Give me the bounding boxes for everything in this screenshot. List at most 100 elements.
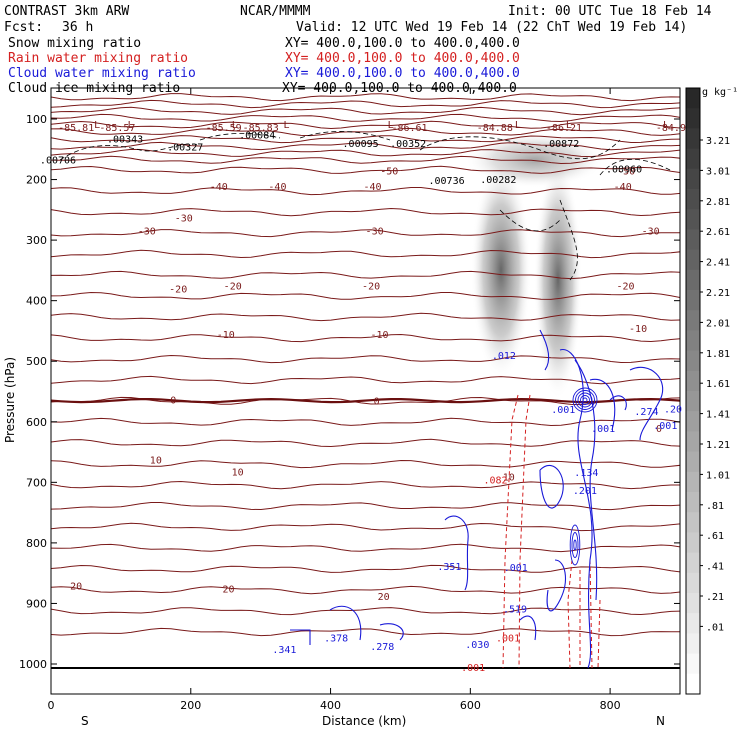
ice-contours [59, 131, 671, 281]
cloud-water-contour [609, 395, 627, 411]
cloud-water-ring [577, 392, 593, 408]
colorbar-band [686, 673, 700, 695]
maximum-label: .20 [664, 404, 682, 415]
colorbar-band [686, 451, 700, 473]
temp-contour-line [51, 585, 680, 595]
x-axis-label: Distance (km) [322, 714, 406, 728]
y-tick-label: 800 [26, 537, 47, 550]
field-xy-cloudwater: XY= 400.0,100.0 to 400.0,400.0 [285, 66, 520, 81]
colorbar-band [686, 249, 700, 271]
temp-contour-line [51, 522, 680, 532]
colorbar-band [686, 471, 700, 493]
cloud-water-contour [589, 378, 616, 431]
temperature-label: 20 [70, 581, 82, 592]
ice-contour [199, 132, 281, 141]
temp-contour-line [51, 438, 680, 448]
maximum-label: .274 [634, 407, 658, 418]
rain-contours [502, 394, 601, 669]
org-title: NCAR/MMMM [240, 4, 311, 19]
x-tick-label: 800 [600, 699, 621, 712]
temperature-label: 0 [656, 424, 662, 435]
temperature-label: 20 [378, 592, 390, 603]
colorbar-band [686, 512, 700, 533]
colorbar-band [686, 269, 700, 291]
maximum-label: .001 [653, 421, 677, 432]
temperature-label: -85.83 [243, 123, 279, 134]
temperature-label: -20 [362, 282, 380, 293]
maximum-label: .00343 [107, 134, 143, 145]
colorbar-band [686, 229, 700, 251]
ice-contour [59, 143, 201, 161]
maximum-label: .001 [496, 633, 520, 644]
temp-contour-line [51, 155, 680, 165]
temperature-contours [51, 93, 680, 669]
cloud-water-ring [580, 395, 590, 405]
temperature-label: -30 [366, 226, 384, 237]
maximum-label: .001 [504, 563, 528, 574]
colorbar-band [686, 128, 700, 150]
x-tick-label: 400 [320, 699, 341, 712]
temp-contour-line [51, 564, 680, 573]
temp-contour-line [51, 333, 680, 343]
colorbar-band [686, 290, 700, 311]
cloud-water-contour [519, 615, 537, 641]
low-label: L [515, 120, 521, 131]
temp-contour-line [51, 627, 680, 637]
temperature-label: -86.21 [546, 123, 582, 134]
maximum-label: .00084 [239, 131, 275, 142]
contour-labels: -85.81 -85.57 -85.59 -85.83 -86.61 -84.88 -86.… [40, 120, 686, 674]
y-axis-label: Pressure (hPa) [3, 357, 17, 443]
low-label: L [284, 120, 290, 131]
temp-contour-line [51, 249, 680, 259]
ice-contour [499, 209, 561, 232]
colorbar-band [686, 88, 700, 109]
maximum-label: .012 [492, 351, 516, 362]
colorbar-label: .41 [706, 562, 724, 573]
maximum-label: .00352 [390, 139, 426, 150]
cloud-water-core [571, 532, 579, 558]
cloud-water-contour [379, 623, 404, 641]
field-name-cloudwater: Cloud water mixing ratio [8, 66, 196, 81]
colorbar-label: 1.21 [706, 440, 730, 451]
colorbar-label: 1.41 [706, 410, 730, 421]
temperature-label: -40 [210, 182, 228, 193]
y-tick-label: 500 [26, 355, 47, 368]
x-tick-label: 600 [460, 699, 481, 712]
temp-contour-line [51, 459, 680, 469]
cloud-water-ring [582, 397, 588, 403]
colorbar-band [686, 633, 700, 655]
temp-contour-line [51, 165, 680, 174]
cloud-water-contour [546, 559, 566, 612]
temp-contour-line [51, 375, 680, 385]
colorbar-label: .61 [706, 531, 724, 542]
colorbar-label: 1.81 [706, 349, 730, 360]
model-title: CONTRAST 3km ARW [4, 4, 129, 19]
colorbar-band [686, 411, 700, 432]
y-tick-label: 100 [26, 113, 47, 126]
ice-contour [599, 158, 671, 176]
temperature-label: -20 [224, 282, 242, 293]
temp-contour-line [51, 127, 680, 137]
low-label: L [232, 120, 238, 131]
temperature-label: 20 [222, 584, 234, 595]
colorbar-band [686, 310, 700, 331]
temperature-label: -40 [268, 182, 286, 193]
temp-contour-line [51, 99, 680, 109]
ice-contour [559, 199, 578, 281]
rain-contour [518, 394, 531, 669]
colorbar-band [686, 532, 700, 554]
fcst-label: Fcst: [4, 20, 43, 35]
axes: 0 200 400 600 800100200300400500600700800900… [19, 88, 680, 712]
colorbar-label: 2.41 [706, 258, 730, 269]
colorbar-label: 3.01 [706, 166, 730, 177]
temperature-label: -20 [169, 285, 187, 296]
temp-contour-line [51, 106, 680, 116]
low-label: L [566, 120, 572, 131]
colorbar-band [686, 391, 700, 412]
temp-contour-line [51, 187, 680, 196]
maximum-label: .001 [461, 663, 485, 674]
y-tick-label: 700 [26, 476, 47, 489]
temperature-label: 0 [170, 395, 176, 406]
colorbar-band [686, 330, 700, 352]
x-tick-label: 0 [48, 699, 55, 712]
